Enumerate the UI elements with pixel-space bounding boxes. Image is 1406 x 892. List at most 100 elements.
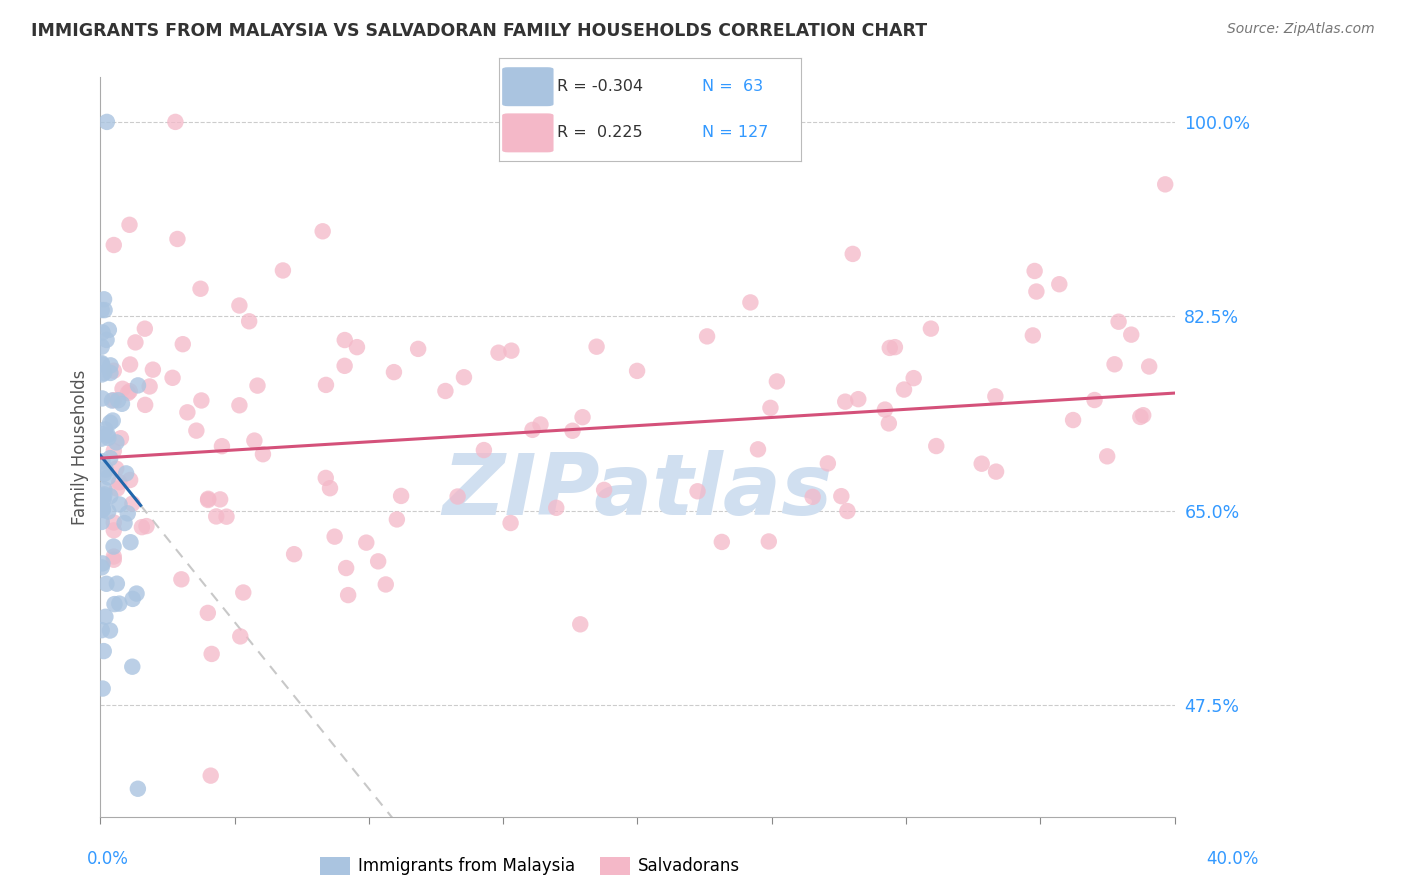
Point <box>323 530 346 544</box>
Point <box>94 462 117 476</box>
Point <box>197 606 219 620</box>
Point <box>138 379 160 393</box>
Point <box>271 263 294 277</box>
Point <box>103 238 125 252</box>
Point <box>453 370 475 384</box>
Point <box>90 503 112 517</box>
Point <box>190 393 212 408</box>
Point <box>834 394 856 409</box>
Point <box>98 416 121 430</box>
Point <box>127 378 149 392</box>
Point <box>766 375 789 389</box>
Point <box>801 490 824 504</box>
Point <box>100 366 122 380</box>
Text: 0.0%: 0.0% <box>87 850 129 868</box>
Point <box>472 443 495 458</box>
Point <box>229 629 252 643</box>
Point <box>97 323 120 337</box>
Point <box>1024 264 1046 278</box>
Point <box>124 335 146 350</box>
Point <box>211 439 233 453</box>
Point <box>90 303 112 318</box>
Point <box>162 371 184 385</box>
Point <box>1062 413 1084 427</box>
Point <box>90 623 112 637</box>
Point <box>501 343 523 358</box>
Point <box>93 467 115 481</box>
FancyBboxPatch shape <box>502 67 554 106</box>
Point <box>135 519 157 533</box>
Point <box>434 384 457 398</box>
Point <box>96 333 118 347</box>
Point <box>105 461 128 475</box>
Text: Source: ZipAtlas.com: Source: ZipAtlas.com <box>1227 22 1375 37</box>
Point <box>108 498 131 512</box>
Point <box>165 115 187 129</box>
Point <box>121 591 143 606</box>
Point <box>103 516 125 530</box>
Point <box>873 402 896 417</box>
Point <box>1132 408 1154 422</box>
Point <box>93 303 115 318</box>
Point <box>319 481 342 495</box>
Point <box>740 295 762 310</box>
Point <box>90 515 112 529</box>
Point <box>172 337 194 351</box>
Point <box>315 471 337 485</box>
Point <box>190 282 212 296</box>
Point <box>90 427 112 442</box>
Point <box>1047 277 1070 292</box>
Point <box>118 218 141 232</box>
Point <box>406 342 429 356</box>
Point <box>883 340 905 354</box>
Point <box>101 413 124 427</box>
Point <box>93 492 115 507</box>
Point <box>984 389 1007 403</box>
Point <box>91 557 114 571</box>
Point <box>91 358 114 372</box>
Point <box>98 451 121 466</box>
Point <box>103 443 125 458</box>
Point <box>446 490 468 504</box>
Point <box>215 509 238 524</box>
Point <box>585 340 607 354</box>
Point <box>90 356 112 370</box>
Point <box>103 597 125 611</box>
Point <box>93 293 115 307</box>
Point <box>335 561 357 575</box>
Point <box>108 475 131 490</box>
Point <box>593 483 616 497</box>
Point <box>696 329 718 343</box>
Text: N =  63: N = 63 <box>702 79 763 95</box>
Point <box>374 577 396 591</box>
Point <box>93 644 115 658</box>
Point <box>96 115 118 129</box>
Point <box>228 299 250 313</box>
Point <box>925 439 948 453</box>
Point <box>333 359 356 373</box>
Text: IMMIGRANTS FROM MALAYSIA VS SALVADORAN FAMILY HOUSEHOLDS CORRELATION CHART: IMMIGRANTS FROM MALAYSIA VS SALVADORAN F… <box>31 22 927 40</box>
Point <box>1083 392 1105 407</box>
Point <box>90 432 112 446</box>
Point <box>98 624 121 638</box>
Text: R =  0.225: R = 0.225 <box>557 126 643 140</box>
Point <box>1095 450 1118 464</box>
Y-axis label: Family Households: Family Households <box>72 369 89 524</box>
Point <box>197 493 219 508</box>
Point <box>166 232 188 246</box>
Point <box>238 314 260 328</box>
Text: R = -0.304: R = -0.304 <box>557 79 643 95</box>
Point <box>626 364 648 378</box>
Point <box>127 781 149 796</box>
Point <box>125 586 148 600</box>
Point <box>91 454 114 468</box>
Point <box>758 534 780 549</box>
Point <box>91 392 114 406</box>
Point <box>96 576 118 591</box>
FancyBboxPatch shape <box>502 113 554 153</box>
Point <box>569 617 592 632</box>
Point <box>93 483 115 497</box>
Point <box>94 422 117 436</box>
Point <box>103 393 125 408</box>
Point <box>246 378 269 392</box>
